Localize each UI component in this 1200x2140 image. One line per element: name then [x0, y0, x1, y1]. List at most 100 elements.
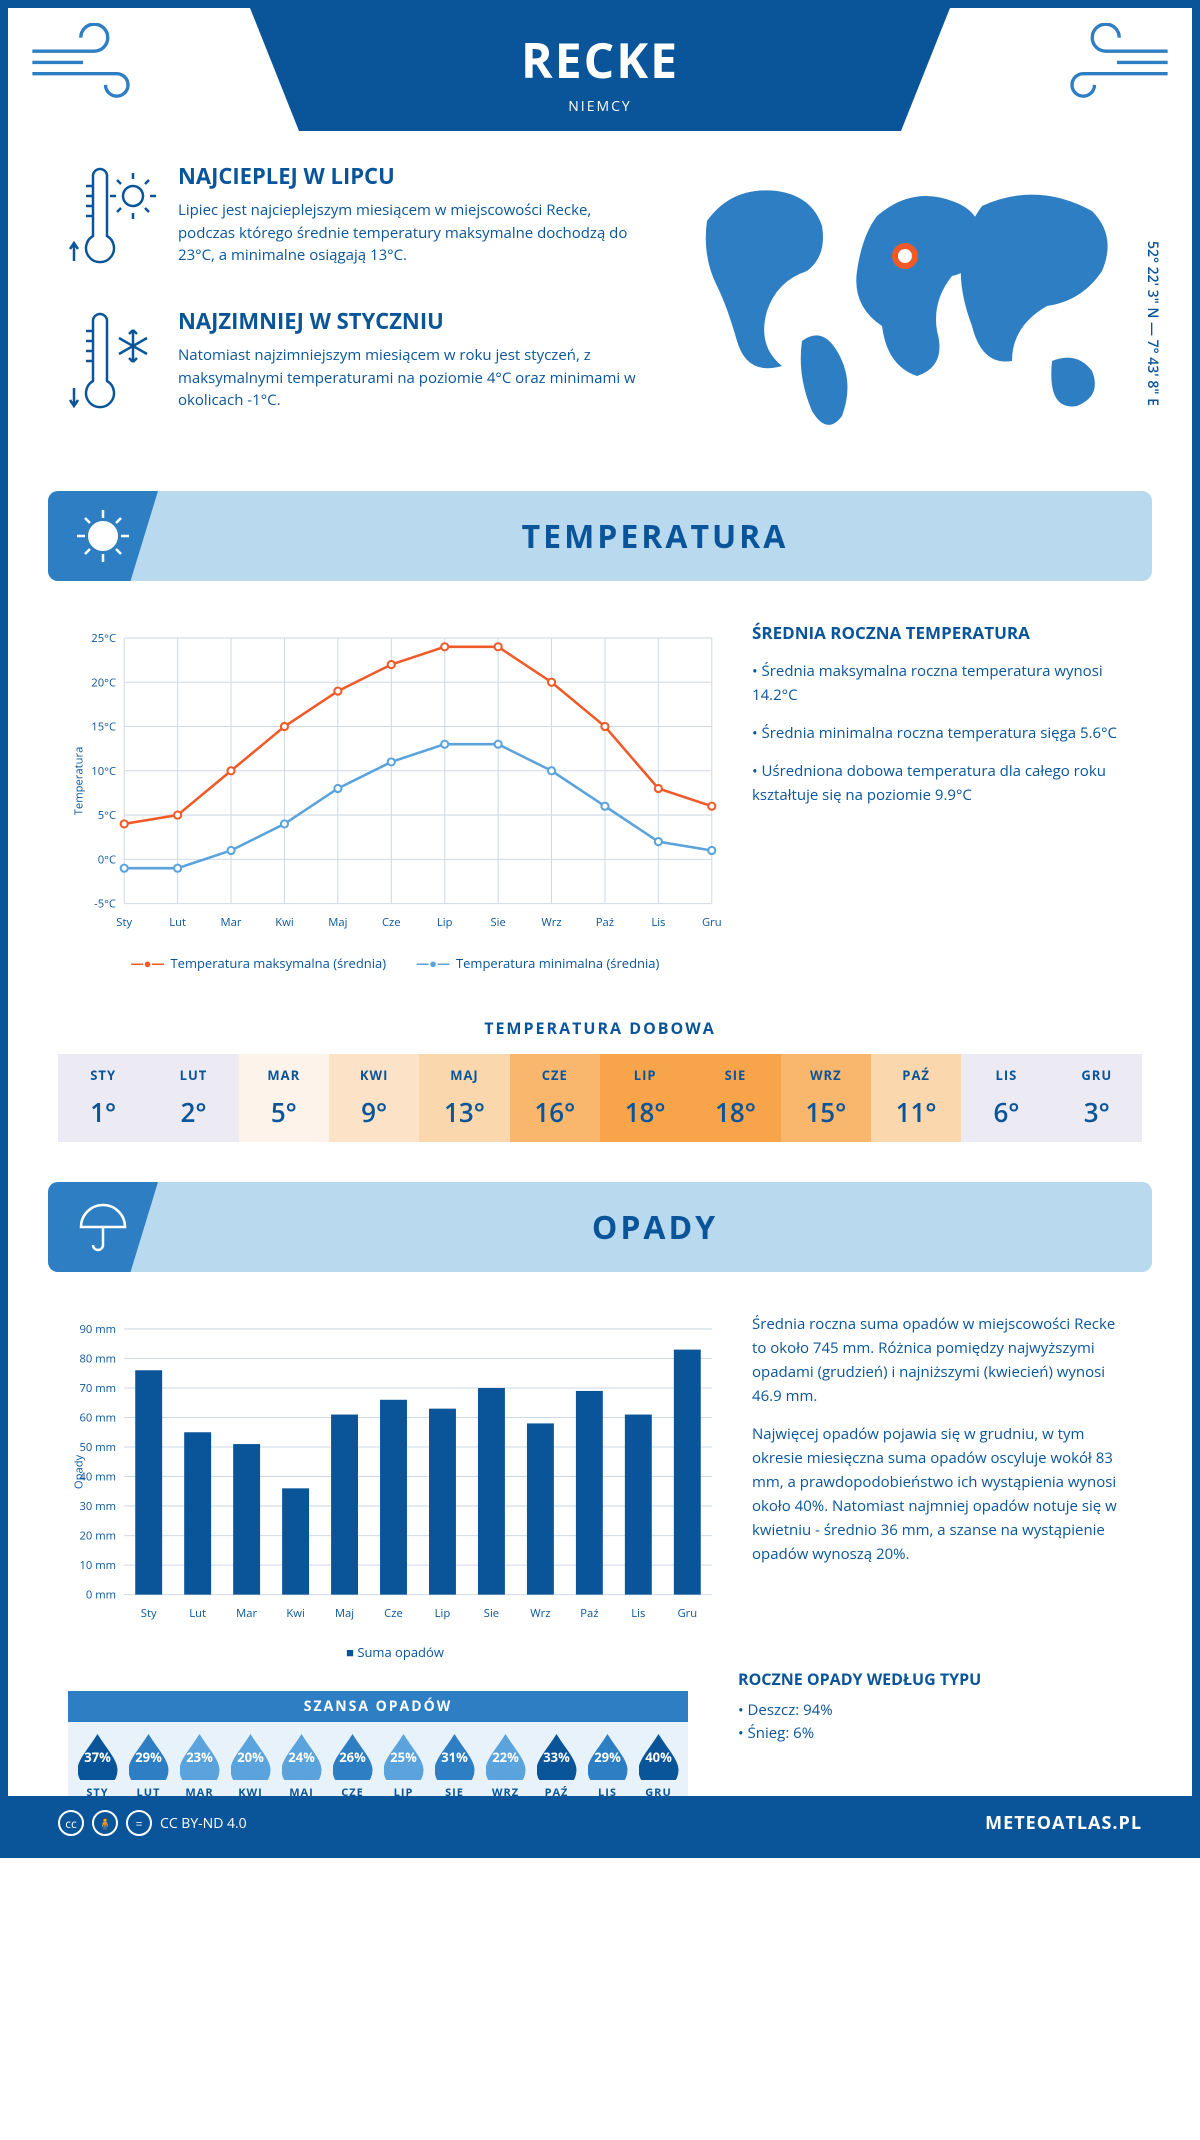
umbrella-icon [48, 1182, 158, 1272]
svg-text:Gru: Gru [702, 915, 722, 930]
precipitation-bar-chart: 0 mm10 mm20 mm30 mm40 mm50 mm60 mm70 mm8… [68, 1312, 722, 1632]
svg-text:Opady: Opady [71, 1454, 86, 1489]
svg-text:25°C: 25°C [91, 631, 116, 646]
svg-text:Gru: Gru [677, 1606, 697, 1621]
svg-text:0°C: 0°C [98, 852, 116, 867]
daily-cell: WRZ15° [781, 1054, 871, 1142]
fact-warmest-text: Lipiec jest najcieplejszym miesiącem w m… [178, 199, 652, 267]
fact-coldest-text: Natomiast najzimniejszym miesiącem w rok… [178, 344, 652, 412]
header: RECKE NIEMCY [8, 8, 1192, 131]
legend-min: Temperatura minimalna (średnia) [416, 954, 659, 972]
daily-cell: LIP18° [600, 1054, 690, 1142]
rain-paragraph-1: Średnia roczna suma opadów w miejscowośc… [752, 1312, 1132, 1408]
svg-text:-5°C: -5°C [94, 897, 116, 912]
svg-text:10 mm: 10 mm [79, 1558, 116, 1573]
daily-cell: STY1° [58, 1054, 148, 1142]
rain-drop-icon: 29% [588, 1734, 628, 1780]
license-block: cc 🧍 = CC BY-ND 4.0 [58, 1810, 247, 1836]
svg-text:Lut: Lut [169, 915, 186, 930]
svg-text:60 mm: 60 mm [79, 1411, 116, 1426]
chance-cell: 29%LIS [582, 1734, 633, 1800]
rain-type-2: • Śnieg: 6% [738, 1723, 1132, 1743]
daily-cell: PAŹ11° [871, 1054, 961, 1142]
daily-cell: LIS6° [961, 1054, 1051, 1142]
thermometer-snow-icon [68, 306, 158, 421]
daily-cell: CZE16° [510, 1054, 600, 1142]
daily-cell: LUT2° [148, 1054, 238, 1142]
svg-text:50 mm: 50 mm [79, 1440, 116, 1455]
daily-cell: GRU3° [1052, 1054, 1142, 1142]
chance-cell: 20%KWI [225, 1734, 276, 1800]
section-banner-rain: OPADY [48, 1182, 1152, 1272]
svg-text:Cze: Cze [384, 1606, 403, 1621]
svg-text:90 mm: 90 mm [79, 1322, 116, 1337]
svg-text:0 mm: 0 mm [86, 1588, 116, 1603]
rain-paragraph-2: Najwięcej opadów pojawia się w grudniu, … [752, 1422, 1132, 1566]
footer: cc 🧍 = CC BY-ND 4.0 METEOATLAS.PL [8, 1796, 1192, 1850]
svg-text:Cze: Cze [382, 915, 401, 930]
rain-drop-icon: 29% [129, 1734, 169, 1780]
nd-icon: = [126, 1810, 152, 1836]
svg-text:Paź: Paź [596, 915, 614, 930]
chance-cell: 40%GRU [633, 1734, 684, 1800]
svg-text:Wrz: Wrz [530, 1606, 550, 1621]
temp-bullet-1: • Średnia maksymalna roczna temperatura … [752, 659, 1132, 707]
temp-summary-title: ŚREDNIA ROCZNA TEMPERATURA [752, 621, 1132, 644]
chance-cell: 26%CZE [327, 1734, 378, 1800]
daily-temp-table: STY1°LUT2°MAR5°KWI9°MAJ13°CZE16°LIP18°SI… [58, 1054, 1142, 1142]
sun-icon [48, 491, 158, 581]
temperature-summary: ŚREDNIA ROCZNA TEMPERATURA • Średnia mak… [752, 621, 1132, 972]
daily-temp-title: TEMPERATURA DOBOWA [8, 1017, 1192, 1039]
svg-text:Sty: Sty [141, 1606, 157, 1621]
rain-drop-icon: 40% [639, 1734, 679, 1780]
section-title-rain: OPADY [158, 1206, 1152, 1249]
title-banner: RECKE NIEMCY [250, 8, 950, 131]
rain-drop-icon: 26% [333, 1734, 373, 1780]
chance-cell: 23%MAR [174, 1734, 225, 1800]
svg-text:Sie: Sie [490, 915, 505, 930]
svg-text:5°C: 5°C [98, 808, 116, 823]
svg-text:70 mm: 70 mm [79, 1381, 116, 1396]
rain-drop-icon: 25% [384, 1734, 424, 1780]
svg-text:15°C: 15°C [91, 720, 116, 735]
svg-text:Wrz: Wrz [541, 915, 561, 930]
section-banner-temperature: TEMPERATURA [48, 491, 1152, 581]
section-title-temperature: TEMPERATURA [158, 515, 1152, 558]
rain-types-title: ROCZNE OPADY WEDŁUG TYPU [738, 1668, 1132, 1690]
world-map [682, 161, 1132, 446]
chance-cell: 29%LUT [123, 1734, 174, 1800]
svg-text:Sie: Sie [484, 1606, 499, 1621]
temperature-line-chart: -5°C0°C5°C10°C15°C20°C25°CStyLutMarKwiMa… [68, 621, 722, 941]
coordinates: 52° 22' 3" N — 7° 43' 8" E [1143, 241, 1162, 406]
thermometer-sun-icon [68, 161, 158, 276]
rain-drop-icon: 33% [537, 1734, 577, 1780]
svg-text:Mar: Mar [236, 1606, 257, 1621]
temp-bullet-3: • Uśredniona dobowa temperatura dla całe… [752, 759, 1132, 807]
daily-cell: MAJ13° [419, 1054, 509, 1142]
rain-drop-icon: 37% [78, 1734, 118, 1780]
by-icon: 🧍 [92, 1810, 118, 1836]
svg-text:Maj: Maj [335, 1606, 354, 1621]
svg-text:Lis: Lis [631, 1606, 645, 1621]
daily-cell: MAR5° [239, 1054, 329, 1142]
rain-drop-icon: 22% [486, 1734, 526, 1780]
site-name: METEOATLAS.PL [985, 1811, 1142, 1835]
chance-cell: 31%SIE [429, 1734, 480, 1800]
chance-cell: 25%LIP [378, 1734, 429, 1800]
intro-section: NAJCIEPLEJ W LIPCU Lipiec jest najcieple… [8, 131, 1192, 471]
chance-cell: 33%PAŹ [531, 1734, 582, 1800]
daily-cell: SIE18° [690, 1054, 780, 1142]
rain-drop-icon: 20% [231, 1734, 271, 1780]
svg-text:20 mm: 20 mm [79, 1529, 116, 1544]
svg-text:10°C: 10°C [91, 764, 116, 779]
svg-text:Lip: Lip [437, 915, 453, 930]
daily-cell: KWI9° [329, 1054, 419, 1142]
rain-chart-legend: Suma opadów [68, 1643, 722, 1661]
rain-summary: Średnia roczna suma opadów w miejscowośc… [752, 1312, 1132, 1661]
svg-text:Kwi: Kwi [275, 915, 293, 930]
svg-text:80 mm: 80 mm [79, 1352, 116, 1367]
fact-warmest-title: NAJCIEPLEJ W LIPCU [178, 161, 652, 191]
svg-text:30 mm: 30 mm [79, 1499, 116, 1514]
svg-text:Sty: Sty [116, 915, 132, 930]
svg-text:20°C: 20°C [91, 675, 116, 690]
